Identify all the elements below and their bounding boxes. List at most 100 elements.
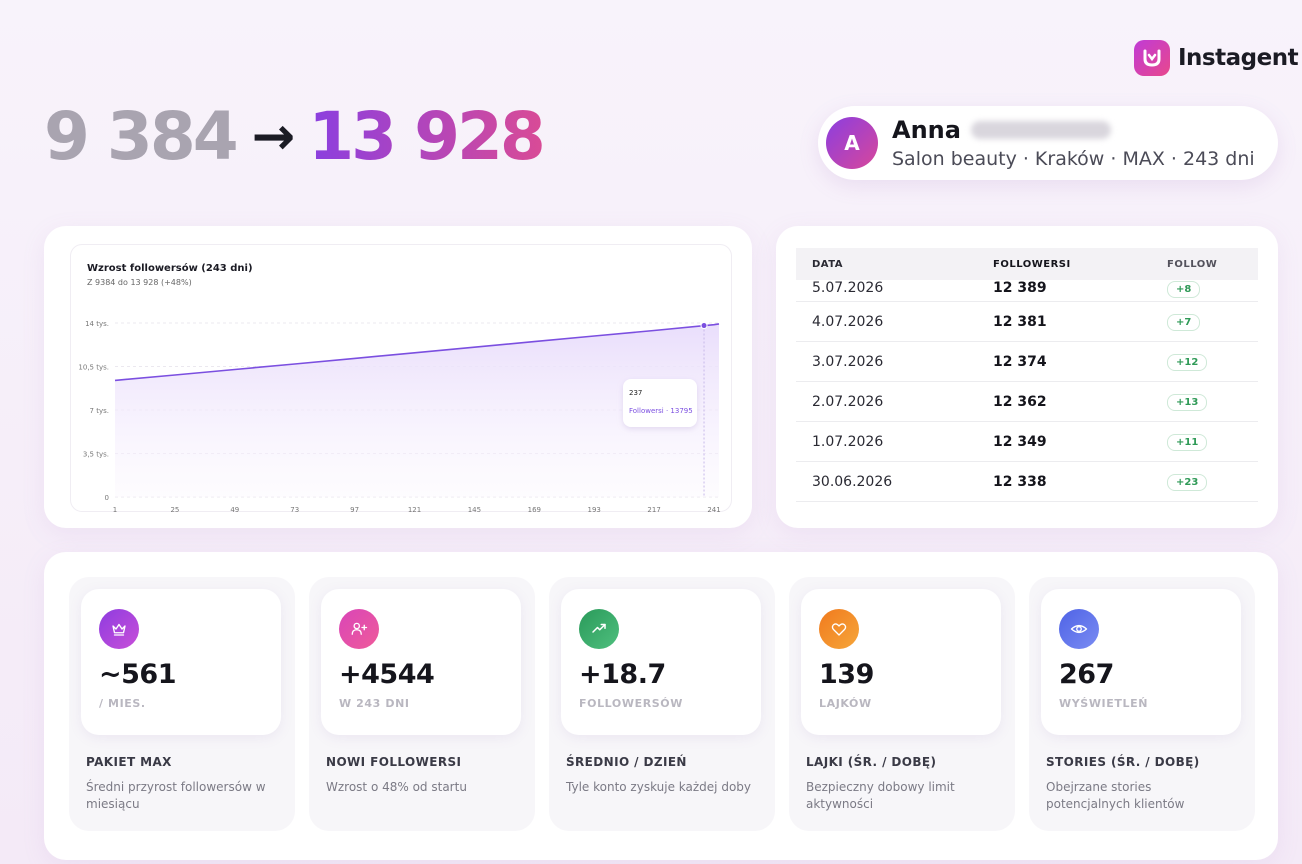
y-tick-label: 0: [105, 494, 109, 502]
stat-label: PAKIET MAX: [86, 755, 172, 769]
stat-label: STORIES (ŚR. / DOBĘ): [1046, 755, 1200, 769]
growth-chart: Wzrost followersów (243 dni) Z 9384 do 1…: [70, 244, 733, 513]
table-row: 4.07.2026 12 381 +7: [796, 302, 1258, 342]
stat-label: ŚREDNIO / DZIEŃ: [566, 755, 687, 769]
cell-followers: 12 381: [993, 313, 1047, 330]
x-tick-label: 49: [230, 506, 239, 513]
stat-unit: FOLLOWERSÓW: [579, 697, 683, 710]
stat-tile-stories: 267 WYŚWIETLEŃ STORIES (ŚR. / DOBĘ) Obej…: [1029, 577, 1255, 831]
follow-delta-badge: +7: [1167, 313, 1201, 331]
x-tick-label: 121: [408, 506, 421, 513]
stat-description: Tyle konto zyskuje każdej doby: [566, 780, 752, 794]
y-tick-label: 3,5 tys.: [83, 451, 109, 459]
tooltip-value: Followersi · 13795: [629, 407, 693, 415]
x-tick-label: 97: [350, 506, 359, 513]
stat-tile-package: ~561 / MIES. PAKIET MAX Średni przyrost …: [69, 577, 295, 831]
eye-icon: [1059, 609, 1099, 649]
table-row: 2.07.2026 12 362 +13: [796, 382, 1258, 422]
tooltip-day: 237: [629, 389, 642, 397]
stat-tile-likes: 139 LAJKÓW LAJKI (ŚR. / DOBĘ) Bezpieczny…: [789, 577, 1015, 831]
x-tick-label: 145: [468, 506, 481, 513]
stat-unit: W 243 DNI: [339, 697, 410, 710]
table-row: 30.06.2026 12 338 +23: [796, 462, 1258, 502]
chart-subtitle: Z 9384 do 13 928 (+48%): [87, 278, 192, 287]
instagent-logo-icon: [1134, 40, 1170, 76]
profile-first-name: Anna: [892, 116, 961, 144]
table-row: 1.07.2026 12 349 +11: [796, 422, 1258, 462]
follower-growth-headline: 9 384 → 13 928: [44, 98, 546, 175]
follow-delta-badge: +12: [1167, 353, 1208, 371]
heart-icon: [819, 609, 859, 649]
stat-value: 139: [819, 659, 874, 690]
growth-chart-card: Wzrost followersów (243 dni) Z 9384 do 1…: [44, 226, 752, 528]
profile-card: A Anna Salon beauty · Kraków · MAX · 243…: [818, 106, 1278, 180]
brand-name: Instagent: [1178, 45, 1299, 71]
user-plus-icon: [339, 609, 379, 649]
daily-followers-table-card: DATA FOLLOWERSI FOLLOW 5.07.2026 12 389 …: [776, 226, 1278, 528]
x-tick-label: 241: [707, 506, 720, 513]
chart-title: Wzrost followersów (243 dni): [87, 263, 253, 274]
stats-card: ~561 / MIES. PAKIET MAX Średni przyrost …: [44, 552, 1278, 860]
arrow-right-icon: →: [251, 107, 296, 167]
follow-delta-badge: +8: [1167, 281, 1201, 298]
cell-followers: 12 349: [993, 433, 1047, 450]
growth-chart-plot[interactable]: 0 3,5 tys. 7 tys. 10,5 tys. 14 tys. 1 25 49 73 97…: [71, 245, 733, 513]
x-tick-label: 1: [113, 506, 117, 513]
x-tick-label: 217: [647, 506, 660, 513]
x-tick-label: 193: [588, 506, 601, 513]
followers-now: 13 928: [308, 98, 546, 175]
column-header-followers: FOLLOWERSI: [993, 258, 1071, 270]
follow-delta-badge: +11: [1167, 433, 1208, 451]
stat-value: ~561: [99, 659, 176, 690]
column-header-follow: FOLLOW: [1167, 258, 1218, 270]
chart-tooltip: 237 Followersi · 13795: [623, 379, 697, 427]
x-tick-label: 73: [290, 506, 299, 513]
x-tick-label: 169: [528, 506, 541, 513]
cell-date: 1.07.2026: [812, 433, 884, 450]
y-tick-label: 7 tys.: [90, 407, 109, 415]
table-row: 5.07.2026 12 389 +8: [796, 280, 1258, 302]
stat-description: Średni przyrost followersów w miesiącu: [86, 780, 266, 811]
blurred-surname: [970, 121, 1111, 139]
crown-icon: [99, 609, 139, 649]
stat-value: +4544: [339, 659, 435, 690]
column-header-date: DATA: [812, 258, 844, 270]
table-header: DATA FOLLOWERSI FOLLOW: [796, 248, 1258, 280]
stat-description: Wzrost o 48% od startu: [326, 780, 467, 794]
stat-tile-new-followers: +4544 W 243 DNI NOWI FOLLOWERSI Wzrost o…: [309, 577, 535, 831]
stat-value: +18.7: [579, 659, 666, 690]
x-tick-label: 25: [170, 506, 179, 513]
cell-followers: 12 362: [993, 393, 1047, 410]
profile-name: Anna: [892, 116, 1255, 144]
series-line: [114, 323, 720, 382]
stat-unit: / MIES.: [99, 697, 146, 710]
cell-followers: 12 389: [993, 280, 1047, 296]
trend-up-icon: [579, 609, 619, 649]
cell-date: 2.07.2026: [812, 393, 884, 410]
stat-label: NOWI FOLLOWERSI: [326, 755, 462, 769]
follow-delta-badge: +23: [1167, 473, 1208, 491]
table-row: 3.07.2026 12 374 +12: [796, 342, 1258, 382]
avatar: A: [826, 117, 878, 169]
hover-point: [700, 322, 708, 330]
stat-unit: WYŚWIETLEŃ: [1059, 697, 1148, 710]
follow-delta-badge: +13: [1167, 393, 1208, 411]
cell-date: 3.07.2026: [812, 353, 884, 370]
cell-date: 5.07.2026: [812, 280, 884, 296]
stat-label: LAJKI (ŚR. / DOBĘ): [806, 755, 937, 769]
cell-date: 4.07.2026: [812, 313, 884, 330]
cell-date: 30.06.2026: [812, 473, 893, 490]
stat-description: Bezpieczny dobowy limit aktywności: [806, 780, 955, 811]
followers-start: 9 384: [44, 98, 239, 175]
stat-value: 267: [1059, 659, 1114, 690]
stat-unit: LAJKÓW: [819, 697, 872, 710]
brand-logo: Instagent: [1134, 40, 1299, 76]
cell-followers: 12 338: [993, 473, 1047, 490]
cell-followers: 12 374: [993, 353, 1047, 370]
stat-description: Obejrzane stories potencjalnych klientów: [1046, 780, 1185, 811]
daily-followers-table[interactable]: DATA FOLLOWERSI FOLLOW 5.07.2026 12 389 …: [796, 248, 1258, 508]
y-tick-label: 10,5 tys.: [78, 364, 109, 372]
stat-tile-daily-average: +18.7 FOLLOWERSÓW ŚREDNIO / DZIEŃ Tyle k…: [549, 577, 775, 831]
y-tick-label: 14 tys.: [85, 320, 109, 328]
profile-subtitle: Salon beauty · Kraków · MAX · 243 dni: [892, 148, 1255, 170]
